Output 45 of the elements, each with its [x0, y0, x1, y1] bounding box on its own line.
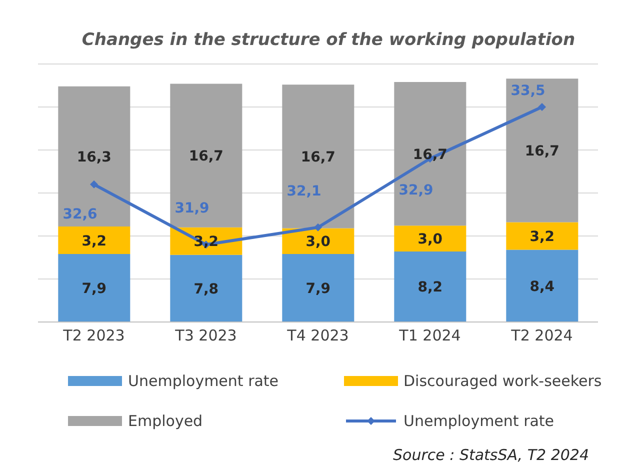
x-tick-label: T4 2023 — [286, 326, 349, 345]
data-label: 8,4 — [530, 278, 555, 295]
data-label: 32,1 — [286, 183, 322, 200]
chart-title: Changes in the structure of the working population — [80, 29, 576, 50]
bar — [282, 254, 354, 322]
bar — [506, 78, 578, 222]
x-tick-label: T2 2023 — [62, 326, 125, 345]
data-label: 3,2 — [82, 233, 107, 250]
data-label: 7,9 — [82, 281, 107, 298]
data-label: 32,9 — [398, 182, 434, 199]
bar — [170, 254, 242, 322]
x-tick-label: T2 2024 — [510, 326, 573, 345]
legend-label: Unemployment rate — [404, 412, 554, 430]
data-label: 32,6 — [62, 206, 98, 222]
data-label: 8,2 — [418, 280, 443, 296]
bar — [394, 82, 466, 226]
legend-label: Unemployment rate — [128, 372, 279, 390]
data-label: 3,0 — [418, 232, 443, 248]
bar — [394, 226, 466, 252]
data-label: 31,9 — [174, 200, 210, 217]
data-label: 7,8 — [194, 281, 219, 298]
bar — [58, 86, 130, 227]
bar — [282, 84, 354, 228]
x-tick-label: T3 2023 — [174, 326, 237, 345]
bar — [58, 254, 130, 322]
data-label: 16,7 — [524, 143, 560, 160]
bar — [58, 226, 130, 254]
data-label: 33,5 — [510, 83, 546, 99]
source-note: Source : StatsSA, T2 2024 — [393, 446, 589, 464]
data-label: 16,3 — [76, 149, 112, 166]
data-label: 16,7 — [300, 149, 336, 166]
bar — [394, 251, 466, 322]
point — [314, 223, 322, 232]
point — [90, 180, 98, 188]
bar — [170, 84, 242, 228]
data-label: 3,0 — [306, 234, 331, 250]
x-tick-label: T1 2024 — [398, 326, 461, 345]
legend-label: Discouraged work-seekers — [404, 372, 602, 390]
data-label: 3,2 — [530, 229, 555, 245]
data-label: 16,7 — [188, 148, 224, 165]
bar — [506, 250, 578, 322]
legend-label: Employed — [128, 412, 203, 430]
point — [538, 103, 546, 111]
data-label: 7,9 — [306, 281, 331, 298]
bar — [506, 222, 578, 250]
